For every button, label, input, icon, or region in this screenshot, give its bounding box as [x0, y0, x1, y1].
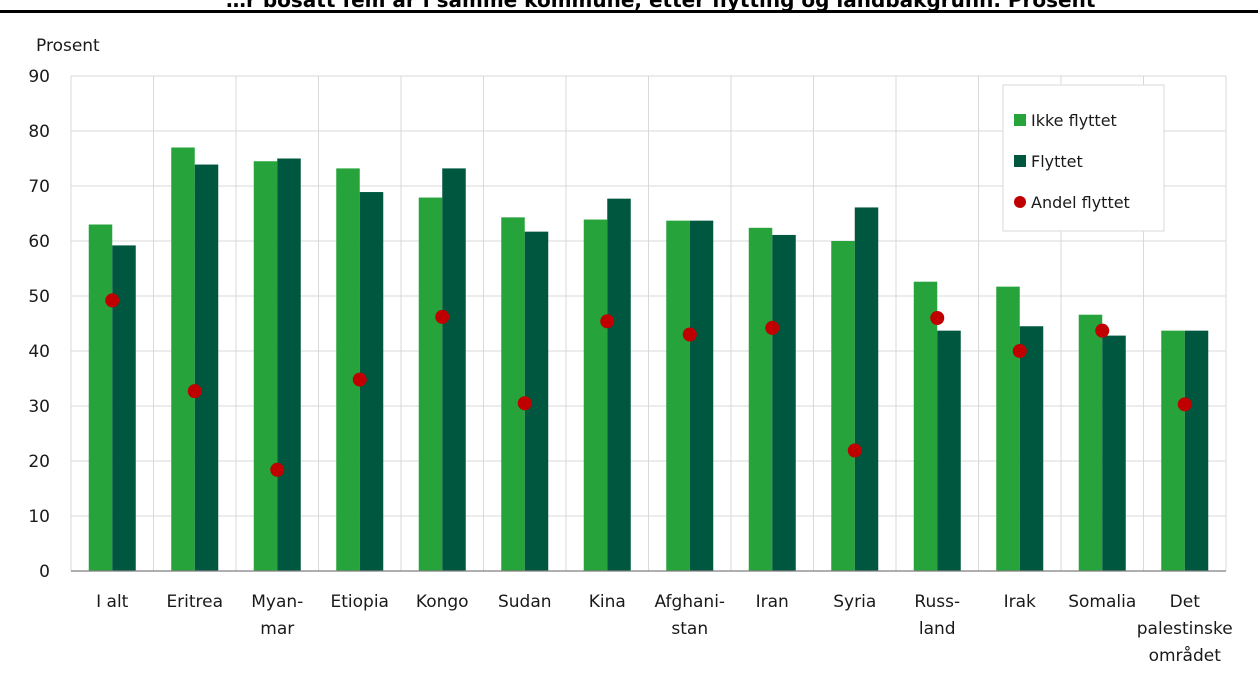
- x-tick-label: mar: [260, 619, 294, 639]
- x-tick-label: I alt: [96, 592, 129, 612]
- bar-ikke-flyttet: [336, 168, 360, 571]
- point-andel-flyttet: [1095, 323, 1110, 338]
- legend-swatch: [1014, 196, 1026, 208]
- y-tick-label: 0: [39, 562, 50, 582]
- point-andel-flyttet: [105, 293, 120, 308]
- x-tick-label: området: [1149, 645, 1222, 666]
- point-andel-flyttet: [517, 396, 532, 411]
- bar-ikke-flyttet: [996, 286, 1020, 571]
- y-tick-label: 80: [28, 122, 50, 142]
- point-andel-flyttet: [682, 327, 697, 342]
- legend-swatch: [1014, 155, 1026, 167]
- bar-flyttet: [607, 198, 631, 571]
- x-tick-label: Somalia: [1068, 592, 1136, 612]
- legend-label: Andel flyttet: [1031, 193, 1130, 212]
- bar-ikke-flyttet: [913, 281, 938, 571]
- x-tick-label: Eritrea: [166, 592, 223, 612]
- point-andel-flyttet: [187, 384, 202, 399]
- bar-ikke-flyttet: [831, 241, 855, 571]
- y-tick-label: 70: [28, 177, 50, 197]
- x-tick-label: Det: [1170, 592, 1201, 612]
- y-tick-label: 90: [28, 67, 50, 87]
- legend-label: Flyttet: [1031, 152, 1083, 171]
- bar-flyttet: [1184, 330, 1209, 571]
- y-tick-label: 60: [28, 232, 50, 252]
- bar-flyttet: [1102, 335, 1126, 571]
- x-tick-label: palestinske: [1137, 619, 1233, 639]
- x-tick-label: Kina: [589, 592, 626, 612]
- legend-box: [1002, 84, 1165, 232]
- bar-flyttet: [1019, 326, 1044, 571]
- bar-flyttet: [359, 192, 384, 572]
- point-andel-flyttet: [1012, 344, 1027, 358]
- bar-flyttet: [854, 207, 879, 571]
- point-andel-flyttet: [435, 309, 450, 324]
- andel-points: [105, 293, 1192, 477]
- y-tick-label: 10: [28, 507, 50, 527]
- x-tick-label: stan: [671, 619, 708, 639]
- point-andel-flyttet: [270, 462, 285, 477]
- x-tick-label: land: [919, 619, 956, 639]
- point-andel-flyttet: [765, 320, 780, 335]
- bar-flyttet: [112, 245, 136, 571]
- bar-ikke-flyttet: [501, 217, 525, 571]
- bar-flyttet: [277, 158, 301, 571]
- x-tick-label: Etiopia: [331, 592, 389, 612]
- bar-flyttet: [772, 234, 796, 571]
- title-strip: …r bosatt fem år i samme kommune, etter …: [0, 0, 1258, 14]
- legend-swatch: [1014, 114, 1026, 126]
- x-tick-label: Afghani-: [654, 592, 725, 612]
- bar-flyttet: [937, 330, 961, 571]
- x-tick-label: Russ-: [914, 592, 960, 612]
- point-andel-flyttet: [930, 311, 945, 325]
- bar-ikke-flyttet: [583, 219, 608, 572]
- bar-flyttet: [442, 168, 466, 571]
- bar-flyttet: [524, 231, 549, 571]
- bar-ikke-flyttet: [171, 147, 195, 571]
- bar-ikke-flyttet: [1078, 314, 1103, 571]
- y-tick-label: 50: [28, 287, 50, 307]
- y-tick-label: 30: [28, 397, 50, 417]
- x-tick-label: Syria: [833, 592, 876, 612]
- y-tick-label: 20: [28, 452, 50, 472]
- bar-ikke-flyttet: [748, 227, 773, 572]
- bar-ikke-flyttet: [1161, 330, 1185, 571]
- bar-ikke-flyttet: [666, 220, 690, 571]
- legend: Ikke flyttet Flyttet Andel flyttet: [1002, 84, 1165, 232]
- legend-label: Ikke flyttet: [1031, 111, 1117, 130]
- point-andel-flyttet: [352, 372, 367, 387]
- bar-flyttet: [194, 164, 219, 572]
- point-andel-flyttet: [600, 314, 615, 329]
- bar-ikke-flyttet: [88, 224, 113, 571]
- y-axis-label: Prosent: [36, 36, 100, 56]
- point-andel-flyttet: [1177, 397, 1192, 412]
- chart-title: …r bosatt fem år i samme kommune, etter …: [226, 0, 1096, 12]
- x-tick-label: Iran: [756, 592, 789, 612]
- x-tick-label: Irak: [1004, 592, 1036, 612]
- bars: [88, 147, 1209, 572]
- x-tick-label: Sudan: [498, 592, 552, 612]
- axes: 0 10 20 30 40 50 60 70 80 90 I alt Eritrea Myan-mar E…: [28, 67, 1232, 666]
- x-tick-label: Kongo: [416, 592, 469, 612]
- bar-flyttet: [689, 220, 714, 571]
- bar-ikke-flyttet: [418, 197, 443, 572]
- y-tick-label: 40: [28, 342, 50, 362]
- title-rule: [0, 10, 1258, 13]
- bar-ikke-flyttet: [253, 161, 278, 571]
- point-andel-flyttet: [847, 443, 862, 458]
- x-tick-label: Myan-: [251, 592, 303, 612]
